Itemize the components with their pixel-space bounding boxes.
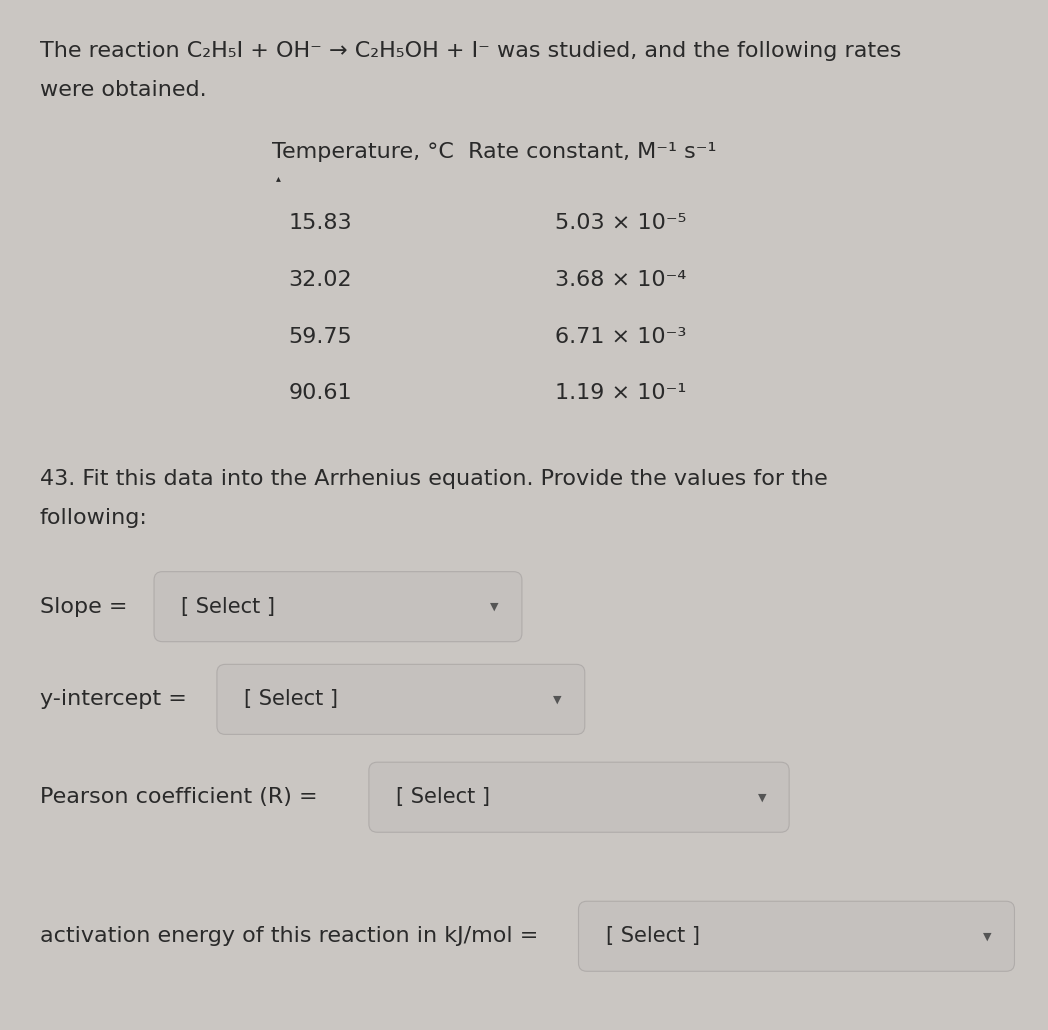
Text: [ Select ]: [ Select ] xyxy=(396,787,490,808)
Text: Slope =: Slope = xyxy=(40,596,134,617)
Text: ▼: ▼ xyxy=(983,931,991,941)
Text: activation energy of this reaction in kJ/mol =: activation energy of this reaction in kJ… xyxy=(40,926,545,947)
Text: [ Select ]: [ Select ] xyxy=(244,689,339,710)
Text: [ Select ]: [ Select ] xyxy=(181,596,276,617)
Text: Temperature, °C  Rate constant, M⁻¹ s⁻¹: Temperature, °C Rate constant, M⁻¹ s⁻¹ xyxy=(272,142,717,162)
Text: 5.03 × 10⁻⁵: 5.03 × 10⁻⁵ xyxy=(555,213,686,233)
FancyBboxPatch shape xyxy=(578,901,1014,971)
Text: ▼: ▼ xyxy=(490,602,499,612)
FancyBboxPatch shape xyxy=(154,572,522,642)
Text: 15.83: 15.83 xyxy=(288,213,352,233)
Text: 3.68 × 10⁻⁴: 3.68 × 10⁻⁴ xyxy=(555,270,686,289)
Text: Pearson coefficient (R) =: Pearson coefficient (R) = xyxy=(40,787,325,808)
FancyBboxPatch shape xyxy=(369,762,789,832)
Text: [ Select ]: [ Select ] xyxy=(606,926,700,947)
FancyBboxPatch shape xyxy=(217,664,585,734)
Text: 1.19 × 10⁻¹: 1.19 × 10⁻¹ xyxy=(555,383,686,403)
Text: 43. Fit this data into the Arrhenius equation. Provide the values for the: 43. Fit this data into the Arrhenius equ… xyxy=(40,469,828,488)
Text: 32.02: 32.02 xyxy=(288,270,352,289)
Text: The reaction C₂H₅I + OH⁻ → C₂H₅OH + I⁻ was studied, and the following rates: The reaction C₂H₅I + OH⁻ → C₂H₅OH + I⁻ w… xyxy=(40,41,901,61)
Text: ▼: ▼ xyxy=(758,792,766,802)
Text: y-intercept =: y-intercept = xyxy=(40,689,194,710)
Text: following:: following: xyxy=(40,508,148,527)
Text: 59.75: 59.75 xyxy=(288,327,352,346)
Text: were obtained.: were obtained. xyxy=(40,80,206,100)
Text: 6.71 × 10⁻³: 6.71 × 10⁻³ xyxy=(555,327,686,346)
Text: ▼: ▼ xyxy=(553,694,562,705)
Text: ▴: ▴ xyxy=(276,173,281,183)
Text: 90.61: 90.61 xyxy=(288,383,352,403)
